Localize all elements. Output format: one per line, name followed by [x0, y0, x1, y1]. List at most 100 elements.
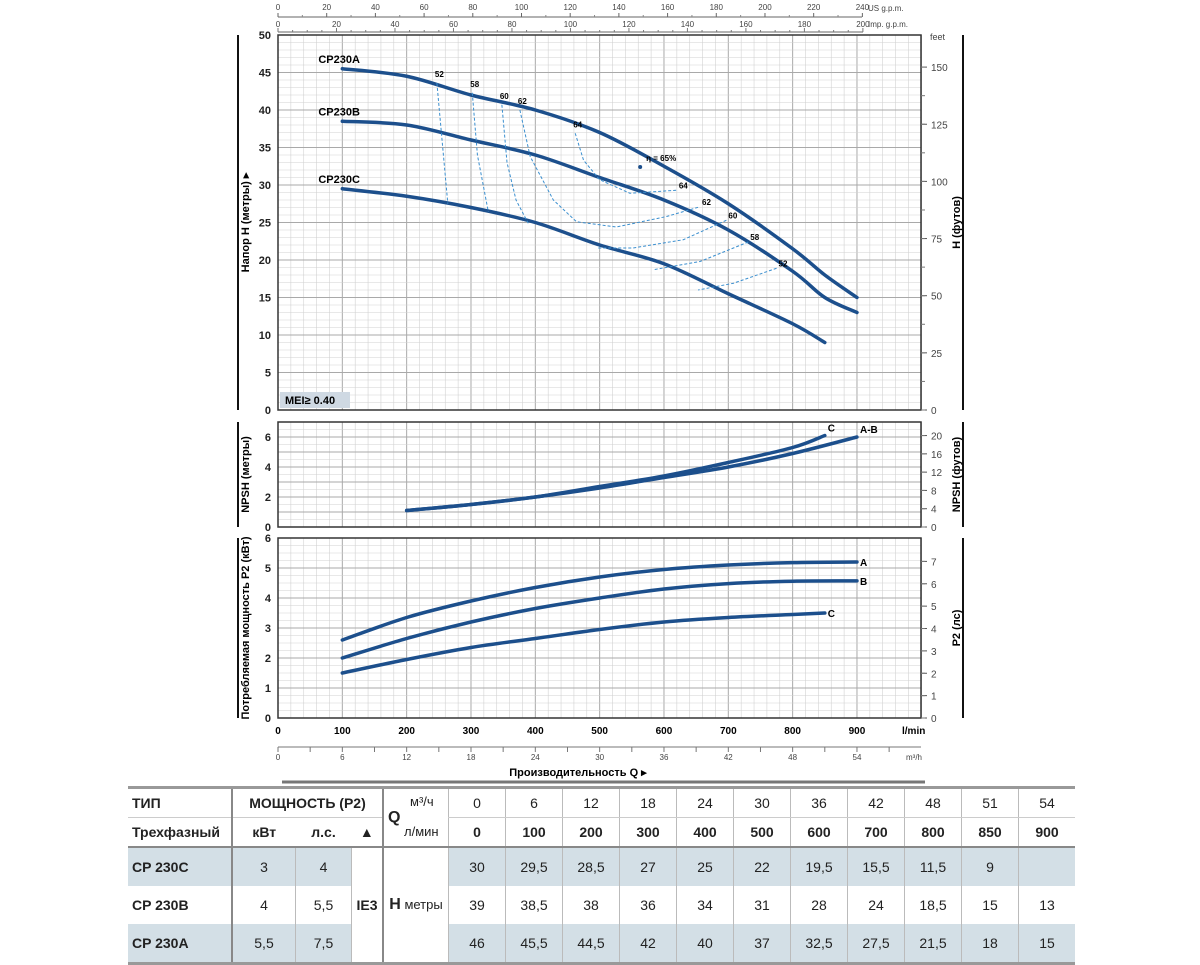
impgpm-tick-label: 120 — [622, 20, 636, 29]
m3h-tick-label: 12 — [402, 753, 411, 762]
head-value: 18 — [961, 924, 1019, 964]
lmin-label: l/min — [902, 726, 925, 737]
head-value: 29,5 — [505, 846, 563, 886]
y-tick-label: 0 — [265, 405, 271, 417]
head-value: 9 — [961, 846, 1019, 886]
lmin-tick-label: 700 — [720, 726, 737, 737]
head-value: 19,5 — [790, 846, 848, 886]
head-value: 40 — [676, 924, 734, 964]
mei-label: MEI≥ 0.40 — [285, 395, 335, 407]
ie-class: IE3 — [351, 846, 383, 964]
impgpm-tick-label: 20 — [332, 20, 341, 29]
impgpm-tick-label: 140 — [681, 20, 695, 29]
lmin-value: 800 — [904, 817, 962, 847]
power-hp: 5,5 — [295, 886, 352, 924]
impgpm-tick-label: 160 — [739, 20, 753, 29]
power-left-title: Потребляемая мощность P2 (кВт) — [240, 536, 252, 719]
curve-label: CP230B — [318, 106, 360, 118]
lmin-tick-label: 300 — [463, 726, 480, 737]
power-kw: 5,5 — [231, 924, 296, 964]
power-header: МОЩНОСТЬ (P2) — [232, 787, 383, 818]
right-tick-label: 7 — [931, 557, 937, 568]
head-value: 27,5 — [847, 924, 905, 964]
power-plot-frame — [277, 537, 922, 719]
curve-label: B — [860, 577, 867, 588]
head-value: 15 — [961, 886, 1019, 924]
efficiency-label: 62 — [518, 97, 527, 106]
right-tick-label: 75 — [931, 235, 943, 246]
y-tick-label: 1 — [265, 683, 271, 695]
curve-a — [340, 560, 859, 642]
head-value — [1018, 846, 1075, 886]
table-row: CP 230A 5,5 7,5 46 45,5 44,5 42 40 37 32,5 27,5 21,… — [128, 924, 1075, 964]
h-label: H — [389, 896, 401, 913]
npsh-plot-frame — [277, 421, 922, 528]
h-unit: метры — [400, 897, 443, 912]
m3h-tick-label: 30 — [595, 753, 604, 762]
table-header-row-2: Трехфазный кВт л.с. ▲ 0 100 200 300 400 500 60… — [128, 817, 1075, 847]
right-tick-label: 3 — [931, 647, 937, 658]
y-tick-label: 30 — [259, 180, 271, 192]
y-tick-label: 2 — [265, 653, 271, 665]
y-tick-label: 10 — [259, 330, 271, 342]
curve-label: CP230A — [318, 54, 360, 66]
y-tick-label: 50 — [259, 30, 271, 42]
lmin-value: 600 — [790, 817, 848, 847]
q-axis-title: Производительность Q ▸ — [509, 767, 647, 779]
right-tick-label: 2 — [931, 669, 937, 680]
head-value: 22 — [733, 846, 791, 886]
power-hp: 7,5 — [295, 924, 352, 964]
performance-table: ТИП МОЩНОСТЬ (P2) Q м³/ч л/мин 0 6 12 18 24 3… — [128, 786, 1075, 965]
usgpm-tick-label: 140 — [612, 3, 626, 12]
usgpm-tick-label: 80 — [468, 3, 477, 12]
curve-b — [340, 579, 859, 660]
head-value: 46 — [448, 924, 506, 964]
mei-badge — [280, 392, 350, 408]
curve-cp230a — [340, 67, 859, 300]
y-tick-label: 25 — [259, 218, 271, 230]
power-hp: 4 — [295, 846, 352, 886]
usgpm-tick-label: 40 — [371, 3, 380, 12]
head-value: 11,5 — [904, 846, 962, 886]
q-header: Q м³/ч л/мин — [382, 787, 449, 848]
m3h-value: 48 — [904, 787, 962, 818]
m3h-label: m³/h — [906, 753, 922, 762]
head-value: 21,5 — [904, 924, 962, 964]
table-row: CP 230C 3 4 IE3 H метры 30 29,5 28,5 27 25 22 19,5 1… — [128, 846, 1075, 964]
efficiency-label: 52 — [779, 259, 788, 268]
m3h-tick-label: 24 — [531, 753, 540, 762]
y-tick-label: 0 — [265, 713, 271, 725]
head-value: 18,5 — [904, 886, 962, 924]
head-value: 32,5 — [790, 924, 848, 964]
table-row: CP 230B 4 5,5 39 38,5 38 36 34 31 28 24 18,5 15 13 — [128, 886, 1075, 924]
head-value: 28 — [790, 886, 848, 924]
impgpm-tick-label: 100 — [564, 20, 578, 29]
usgpm-tick-label: 240 — [856, 3, 870, 12]
right-tick-label: 20 — [931, 432, 943, 443]
m3h-value: 0 — [448, 787, 506, 818]
usgpm-tick-label: 180 — [710, 3, 724, 12]
triangle-header: ▲ — [359, 824, 374, 840]
phase-header: Трехфазный — [128, 817, 233, 847]
m3h-tick-label: 0 — [276, 753, 281, 762]
lmin-tick-label: 600 — [656, 726, 673, 737]
head-value: 15,5 — [847, 846, 905, 886]
right-tick-label: 50 — [931, 292, 943, 303]
right-tick-label: 100 — [931, 177, 948, 188]
y-tick-label: 6 — [265, 432, 271, 444]
head-value: 24 — [847, 886, 905, 924]
lmin-unit: л/мин — [404, 824, 439, 839]
m3h-value: 18 — [619, 787, 677, 818]
y-tick-label: 20 — [259, 255, 271, 267]
usgpm-tick-label: 0 — [276, 3, 281, 12]
right-tick-label: 0 — [931, 523, 937, 534]
power-kw: 3 — [231, 846, 296, 886]
m3h-unit: м³/ч — [410, 794, 434, 809]
efficiency-label: 60 — [728, 211, 737, 220]
usgpm-tick-label: 20 — [322, 3, 331, 12]
y-tick-label: 0 — [265, 522, 271, 534]
efficiency-curve — [436, 82, 449, 204]
h-label-cell: H метры — [382, 846, 449, 964]
head-value: 30 — [448, 846, 506, 886]
feet-unit-label: feet — [930, 32, 946, 42]
